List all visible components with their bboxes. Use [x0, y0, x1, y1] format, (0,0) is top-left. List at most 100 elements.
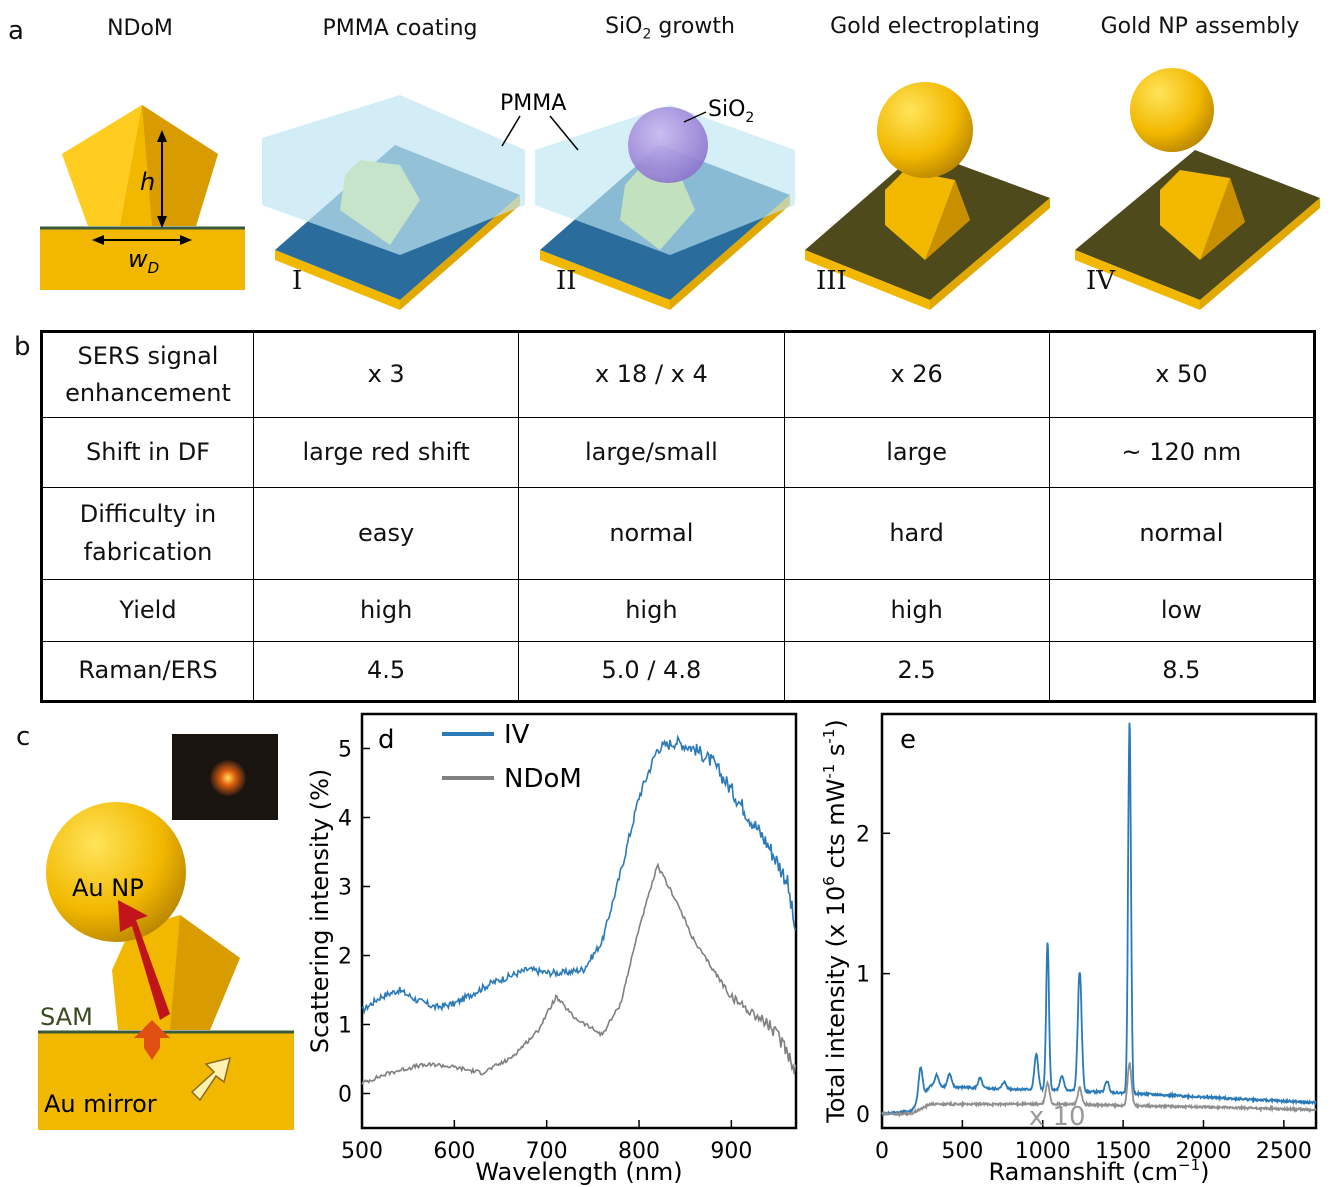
- table-cell: 4.5: [252, 641, 520, 702]
- roman-iii: III: [816, 266, 847, 296]
- table-cell: 8.5: [1048, 641, 1316, 702]
- x-axis-label: Ramanshift (cm−1): [988, 1156, 1209, 1186]
- step-title-np-assembly: Gold NP assembly: [1100, 14, 1300, 39]
- roman-iv: IV: [1086, 266, 1116, 296]
- table-row: Difficulty in fabrication easy normal har…: [41, 487, 1316, 580]
- table-cell: low: [1048, 579, 1316, 642]
- x-tick-label: 1500: [1095, 1139, 1151, 1164]
- table-cell: ~ 120 nm: [1048, 417, 1316, 488]
- x-tick-label: 1000: [1015, 1139, 1071, 1164]
- table-row: SERS signal enhancement x 3 x 18 / x 4 x …: [41, 331, 1316, 418]
- table-cell: 5.0 / 4.8: [518, 641, 785, 702]
- y-axis-label: Scattering intensity (%): [306, 769, 334, 1054]
- table-cell: large: [783, 417, 1050, 488]
- sio2-title-sub: 2: [642, 26, 652, 43]
- series-line-0: [881, 722, 1317, 1118]
- width-label-sub: D: [148, 259, 160, 277]
- x-tick-label: 700: [526, 1139, 568, 1164]
- table-cell: 2.5: [783, 641, 1050, 702]
- sio2-title-main: SiO: [605, 14, 643, 39]
- table-row: Yield high high high low: [41, 579, 1316, 642]
- legend-label: IV: [504, 720, 530, 750]
- properties-table: SERS signal enhancement x 3 x 18 / x 4 x …: [40, 330, 1316, 703]
- step-title-electroplating: Gold electroplating: [830, 14, 1040, 39]
- height-label: h: [140, 168, 155, 196]
- plot-frame: [360, 712, 798, 1130]
- y-tick-label: 5: [338, 738, 352, 763]
- table-cell: normal: [518, 487, 785, 580]
- table-cell: x 26: [783, 331, 1050, 418]
- roman-ii: II: [556, 266, 577, 296]
- step-iv-schematic: [1075, 68, 1320, 310]
- table-cell: x 18 / x 4: [518, 331, 785, 418]
- panel-c-illustration: Au NP SAM Au mirror: [38, 734, 294, 1130]
- x-tick-label: 500: [341, 1139, 383, 1164]
- sam-label: SAM: [40, 1003, 93, 1031]
- y-tick-label: 0: [856, 1103, 870, 1128]
- step-title-pmma: PMMA coating: [322, 16, 478, 41]
- table-cell: x 3: [252, 331, 520, 418]
- row-header: Shift in DF: [41, 417, 254, 488]
- x-tick-label: 2000: [1175, 1139, 1231, 1164]
- table-cell: high: [518, 579, 785, 642]
- ndom-schematic: h wD: [40, 105, 245, 290]
- table-cell: large/small: [518, 417, 785, 488]
- table-cell: normal: [1048, 487, 1316, 580]
- series-line-1: [361, 862, 797, 1085]
- x-tick-label: 500: [941, 1139, 983, 1164]
- table-cell: large red shift: [252, 417, 520, 488]
- x-tick-label: 0: [875, 1139, 889, 1164]
- row-header: Raman/ERS: [41, 641, 254, 702]
- sio2-label-main: SiO: [708, 97, 745, 122]
- x-tick-label: 600: [433, 1139, 475, 1164]
- row-header: Difficulty in fabrication: [41, 487, 254, 580]
- table-cell: easy: [252, 487, 520, 580]
- row-header: Yield: [41, 579, 254, 642]
- series-line-0: [361, 734, 797, 1015]
- roman-i: I: [292, 266, 303, 296]
- x-tick-label: 800: [618, 1139, 660, 1164]
- table-row: Raman/ERS 4.5 5.0 / 4.8 2.5 8.5: [41, 641, 1316, 702]
- y-tick-label: 0: [338, 1083, 352, 1108]
- x-tick-label: 900: [710, 1139, 752, 1164]
- scale-annotation: x 10: [1029, 1102, 1086, 1132]
- chart-d: d 500 600 700 800 900 0 1 2 3 4 5 Wavelength (nm) Sca…: [306, 712, 798, 1186]
- sio2-title-rest: growth: [651, 14, 735, 39]
- pmma-label: PMMA: [500, 91, 566, 116]
- y-tick-label: 1: [856, 963, 870, 988]
- table-row: Shift in DF large red shift large/small …: [41, 417, 1316, 488]
- au-np-label: Au NP: [72, 874, 144, 902]
- chart-e: e 0 500 1000 1500 2000 2500 0 1 2 Ramanshift (cm−1…: [820, 712, 1318, 1186]
- panel-label-e: e: [900, 725, 916, 755]
- row-header: SERS signal enhancement: [41, 331, 254, 418]
- legend-label: NDoM: [504, 764, 582, 794]
- table-cell: high: [783, 579, 1050, 642]
- step-title-sio2: SiO2 growth: [570, 14, 770, 42]
- width-label: wD: [128, 245, 159, 277]
- width-label-main: w: [128, 245, 148, 273]
- step-i-schematic: [262, 95, 525, 310]
- table-cell: high: [252, 579, 520, 642]
- y-tick-label: 1: [338, 1014, 352, 1039]
- y-tick-label: 2: [338, 945, 352, 970]
- table-cell: x 50: [1048, 331, 1316, 418]
- sio2-label-sub: 2: [745, 110, 754, 126]
- step-iii-schematic: [805, 82, 1050, 310]
- panel-label-a: a: [8, 16, 24, 46]
- x-axis-label: Wavelength (nm): [475, 1158, 682, 1186]
- panel-label-b: b: [14, 332, 31, 362]
- panel-a-illustration: h wD PMMA SiO2: [40, 68, 1320, 310]
- y-axis-label: Total intensity (x 106 cts mW-1 s-1): [820, 719, 850, 1124]
- panel-label-d: d: [378, 725, 395, 755]
- step-ii-schematic: [535, 105, 795, 310]
- panel-label-c: c: [16, 722, 31, 752]
- series-line-1: [881, 1061, 1317, 1118]
- x-tick-label: 2500: [1256, 1139, 1312, 1164]
- plot-frame: [880, 712, 1318, 1130]
- y-tick-label: 2: [856, 822, 870, 847]
- step-title-ndom: NDoM: [107, 16, 173, 41]
- table-cell: hard: [783, 487, 1050, 580]
- y-tick-label: 4: [338, 807, 352, 832]
- y-tick-label: 3: [338, 876, 352, 901]
- au-mirror-label: Au mirror: [44, 1090, 157, 1118]
